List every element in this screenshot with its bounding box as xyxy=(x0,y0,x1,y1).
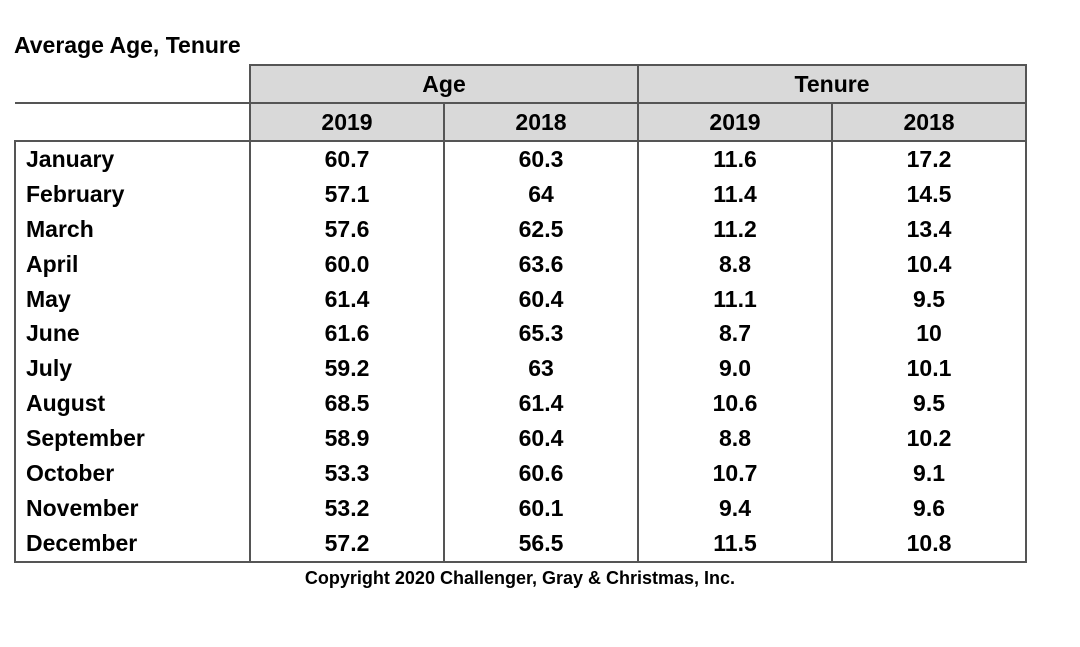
month-label: July xyxy=(14,351,251,387)
age-2019-cell: 60.7 xyxy=(250,141,445,177)
tenure-2018-cell: 10.1 xyxy=(832,351,1028,387)
tenure-2018-cell: 9.5 xyxy=(832,281,1028,317)
year-header-row: 2019 2018 2019 2018 xyxy=(15,102,1028,142)
year-header-age-2019: 2019 xyxy=(249,102,445,142)
tenure-2018-cell: 9.6 xyxy=(832,490,1028,526)
age-2018-cell: 63 xyxy=(444,351,640,387)
month-label: February xyxy=(14,176,251,212)
table-row: December 57.2 56.5 11.5 10.8 xyxy=(14,525,1028,563)
header-corner xyxy=(15,65,250,104)
month-label: March xyxy=(14,211,251,247)
month-label: August xyxy=(14,386,251,422)
age-2018-cell: 56.5 xyxy=(444,525,640,563)
age-2019-cell: 68.5 xyxy=(250,386,445,422)
age-2019-cell: 57.6 xyxy=(250,211,445,247)
month-label: January xyxy=(14,141,251,177)
tenure-2019-cell: 11.1 xyxy=(638,281,834,317)
month-label: April xyxy=(14,246,251,282)
age-2019-cell: 61.4 xyxy=(250,281,445,317)
age-2018-cell: 60.3 xyxy=(444,141,640,177)
month-label: May xyxy=(14,281,251,317)
age-2019-cell: 59.2 xyxy=(250,351,445,387)
age-2018-cell: 64 xyxy=(444,176,640,212)
group-header-age: Age xyxy=(248,64,640,104)
tenure-2019-cell: 9.0 xyxy=(638,351,834,387)
year-header-tenure-2019: 2019 xyxy=(637,102,834,142)
tenure-2019-cell: 11.5 xyxy=(638,525,834,563)
month-label: November xyxy=(14,490,251,526)
table-row: June 61.6 65.3 8.7 10 xyxy=(14,316,1028,352)
tenure-2019-cell: 10.7 xyxy=(638,456,834,491)
age-2019-cell: 57.1 xyxy=(250,176,445,212)
tenure-2018-cell: 14.5 xyxy=(832,176,1028,212)
age-2019-cell: 60.0 xyxy=(250,246,445,282)
age-2019-cell: 57.2 xyxy=(250,525,445,563)
month-label: October xyxy=(14,456,251,491)
tenure-2018-cell: 10.2 xyxy=(832,421,1028,457)
tenure-2019-cell: 11.2 xyxy=(638,211,834,247)
table-row: May 61.4 60.4 11.1 9.5 xyxy=(14,281,1028,317)
group-header-row: Age Tenure xyxy=(15,64,1028,104)
tenure-2019-cell: 9.4 xyxy=(638,490,834,526)
table-row: April 60.0 63.6 8.8 10.4 xyxy=(14,246,1028,282)
year-header-age-2018: 2018 xyxy=(442,102,640,142)
tenure-2018-cell: 9.1 xyxy=(832,456,1028,491)
tenure-2018-cell: 13.4 xyxy=(832,211,1028,247)
tenure-2018-cell: 9.5 xyxy=(832,386,1028,422)
tenure-2019-cell: 8.8 xyxy=(638,246,834,282)
age-tenure-table: Age Tenure 2019 2018 2019 2018 January 6… xyxy=(14,64,1028,563)
age-2018-cell: 65.3 xyxy=(444,316,640,352)
age-2018-cell: 63.6 xyxy=(444,246,640,282)
table-row: September 58.9 60.4 8.8 10.2 xyxy=(14,421,1028,457)
table-row: November 53.2 60.1 9.4 9.6 xyxy=(14,490,1028,526)
table-row: July 59.2 63 9.0 10.1 xyxy=(14,351,1028,387)
table-title: Average Age, Tenure xyxy=(14,32,241,58)
group-header-tenure: Tenure xyxy=(637,64,1028,104)
header-corner-lower xyxy=(15,103,250,142)
table-row: March 57.6 62.5 11.2 13.4 xyxy=(14,211,1028,247)
table-row: February 57.1 64 11.4 14.5 xyxy=(14,176,1028,212)
age-2018-cell: 60.6 xyxy=(444,456,640,491)
tenure-2019-cell: 11.4 xyxy=(638,176,834,212)
table-row: October 53.3 60.6 10.7 9.1 xyxy=(14,456,1028,491)
year-header-tenure-2018: 2018 xyxy=(831,102,1028,142)
tenure-2018-cell: 10.8 xyxy=(832,525,1028,563)
month-label: June xyxy=(14,316,251,352)
tenure-2018-cell: 10 xyxy=(832,316,1028,352)
tenure-2019-cell: 11.6 xyxy=(638,141,834,177)
tenure-2019-cell: 8.7 xyxy=(638,316,834,352)
age-2018-cell: 62.5 xyxy=(444,211,640,247)
age-2019-cell: 58.9 xyxy=(250,421,445,457)
tenure-2018-cell: 10.4 xyxy=(832,246,1028,282)
age-2018-cell: 60.4 xyxy=(444,421,640,457)
month-label: December xyxy=(14,525,251,563)
age-2019-cell: 53.2 xyxy=(250,490,445,526)
age-2018-cell: 61.4 xyxy=(444,386,640,422)
copyright-notice: Copyright 2020 Challenger, Gray & Christ… xyxy=(304,568,736,588)
tenure-2019-cell: 10.6 xyxy=(638,386,834,422)
age-2019-cell: 53.3 xyxy=(250,456,445,491)
tenure-2019-cell: 8.8 xyxy=(638,421,834,457)
month-label: September xyxy=(14,421,251,457)
table-row: August 68.5 61.4 10.6 9.5 xyxy=(14,386,1028,422)
table-row: January 60.7 60.3 11.6 17.2 xyxy=(14,141,1028,177)
age-2018-cell: 60.1 xyxy=(444,490,640,526)
age-2018-cell: 60.4 xyxy=(444,281,640,317)
tenure-2018-cell: 17.2 xyxy=(832,141,1028,177)
age-2019-cell: 61.6 xyxy=(250,316,445,352)
